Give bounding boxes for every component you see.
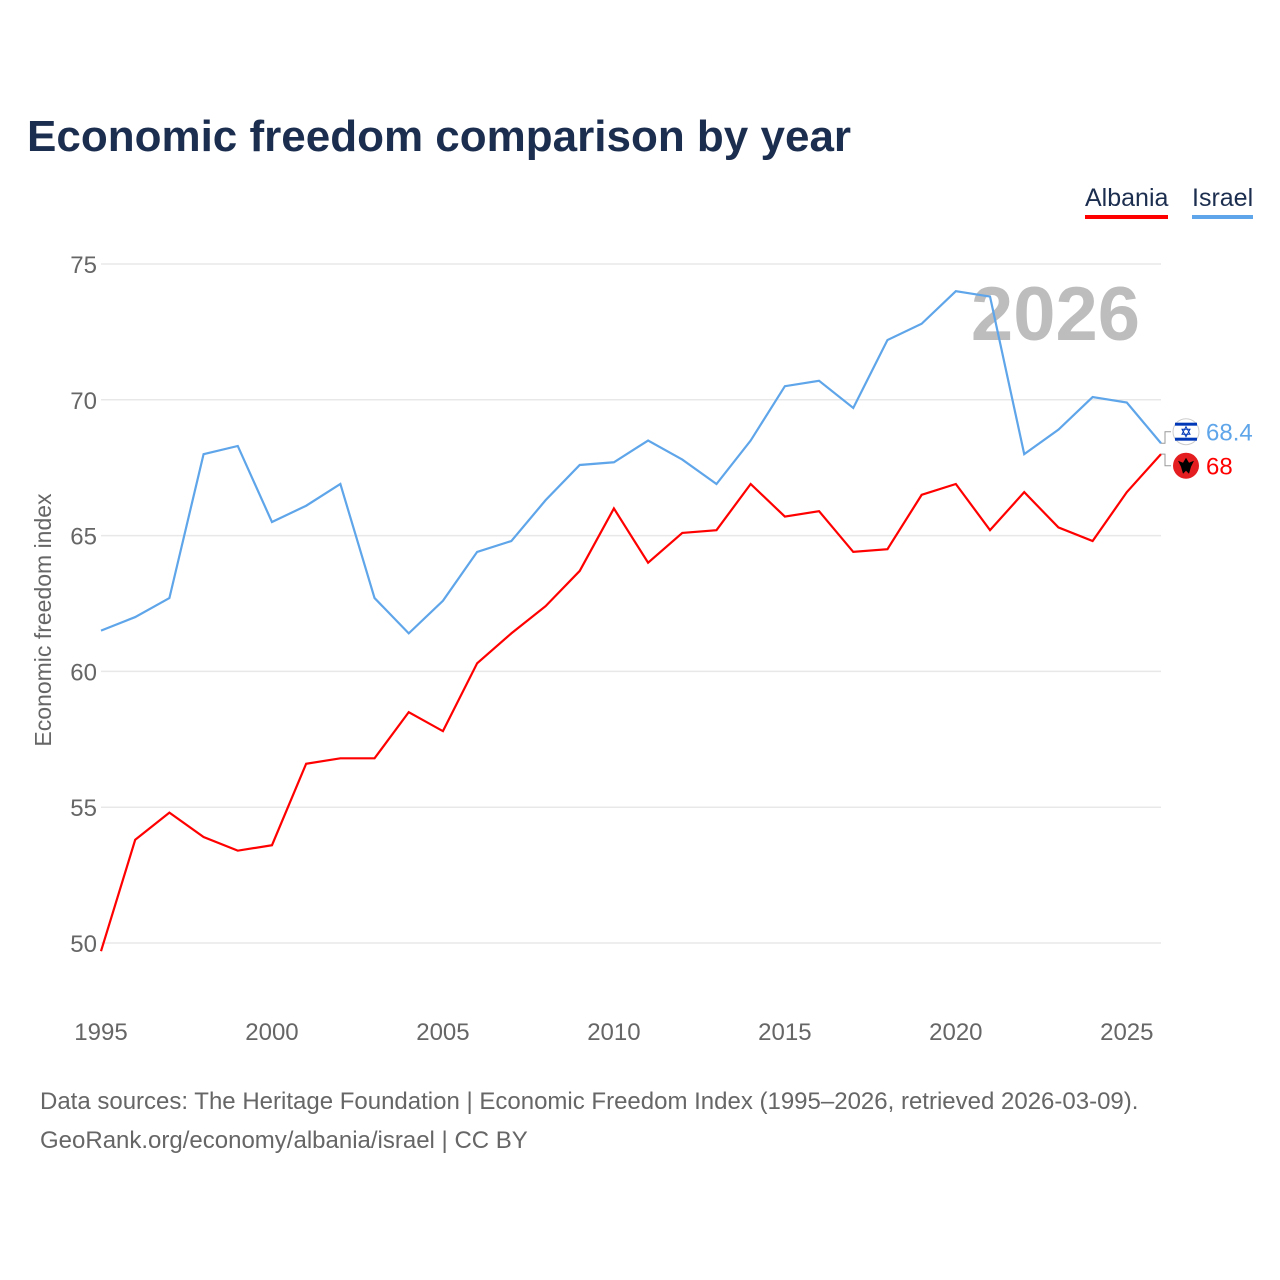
end-value-label: 68 (1206, 454, 1233, 481)
footer-sources: Data sources: The Heritage Foundation | … (40, 1088, 1139, 1115)
y-tick-label: 55 (70, 795, 97, 822)
x-tick-label: 2010 (587, 1019, 640, 1046)
y-axis-label: Economic freedom index (30, 493, 56, 747)
series-line-albania (99, 453, 1162, 952)
footer-credit: GeoRank.org/economy/albania/israel | CC … (40, 1127, 528, 1154)
year-watermark: 2026 (971, 272, 1140, 357)
y-tick-label: 70 (70, 388, 97, 415)
chart-title: Economic freedom comparison by year (27, 112, 852, 161)
flag-stripe (1175, 437, 1197, 441)
y-tick-label: 65 (70, 524, 97, 551)
y-tick-label: 50 (70, 931, 97, 958)
flag-stripe (1175, 422, 1197, 426)
x-tick-label: 2015 (758, 1019, 811, 1046)
x-tick-label: 1995 (74, 1019, 127, 1046)
x-tick-label: 2005 (416, 1019, 469, 1046)
y-tick-label: 75 (70, 252, 97, 279)
eagle-icon (1178, 457, 1194, 474)
series-line-israel (100, 289, 1162, 635)
star-of-david-icon (1181, 425, 1191, 438)
x-tick-label: 2025 (1100, 1019, 1153, 1046)
x-tick-label: 2000 (245, 1019, 298, 1046)
y-tick-label: 60 (70, 659, 97, 686)
legend-item-albania[interactable]: Albania (1085, 184, 1169, 219)
connector-line (1161, 453, 1171, 467)
israel-flag-icon (1172, 418, 1200, 446)
legend-item-israel[interactable]: Israel (1192, 184, 1254, 219)
end-value-label: 68.4 (1206, 420, 1253, 447)
connector-line (1161, 431, 1171, 444)
x-tick-label: 2020 (929, 1019, 982, 1046)
